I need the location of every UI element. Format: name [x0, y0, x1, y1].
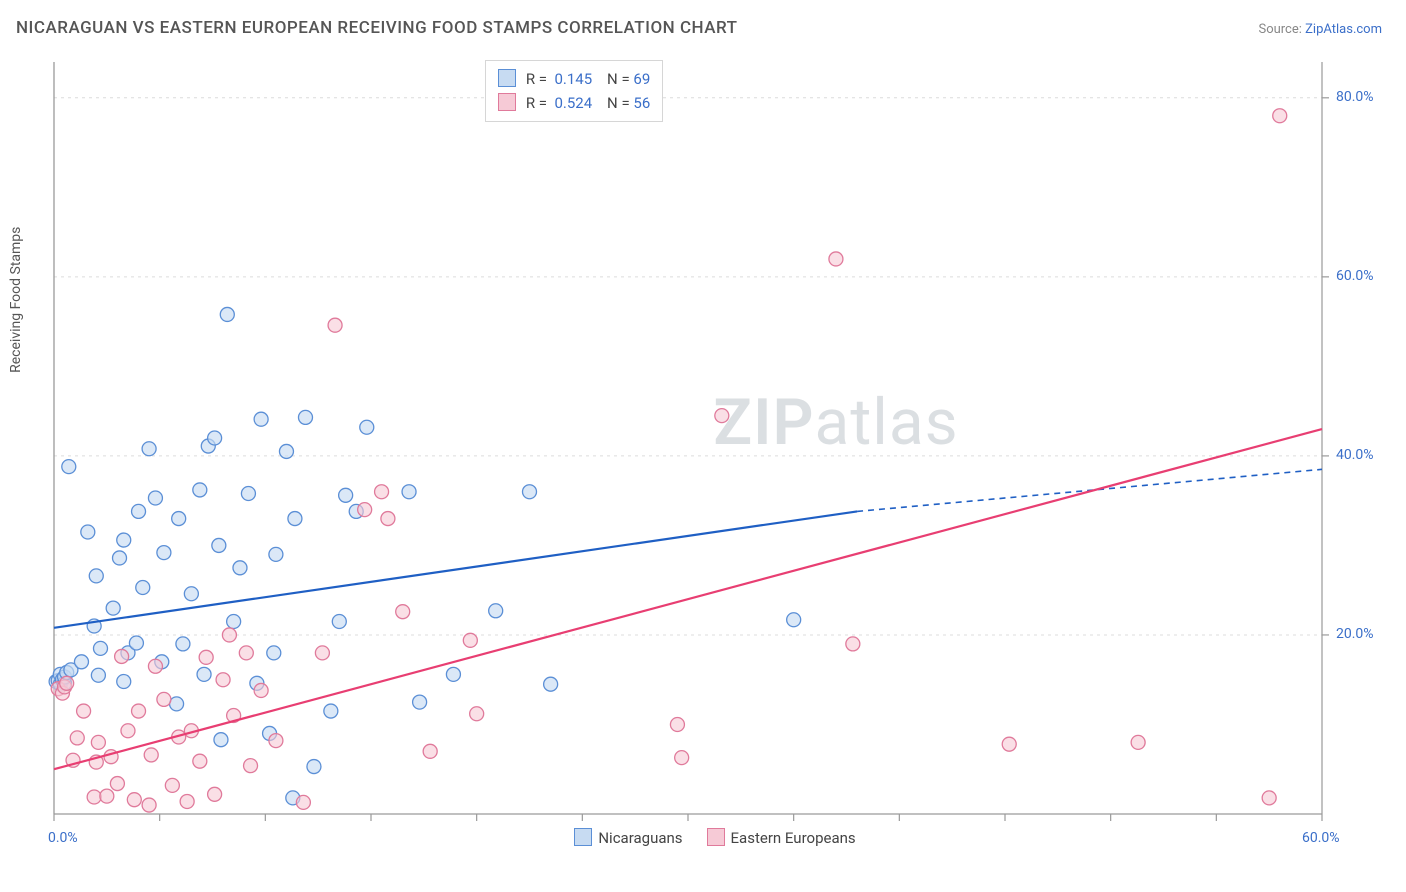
- stats-legend-row: R = 0.524 N = 56: [498, 91, 650, 115]
- stats-legend-row: R = 0.145 N = 69: [498, 67, 650, 91]
- series-legend: Nicaraguans Eastern Europeans: [0, 828, 1406, 847]
- legend-item-label: Eastern Europeans: [731, 829, 856, 847]
- y-tick-label: 60.0%: [1336, 268, 1374, 284]
- y-tick-label: 40.0%: [1336, 447, 1374, 463]
- x-tick-label: 60.0%: [1302, 830, 1340, 846]
- stats-legend: R = 0.145 N = 69 R = 0.524 N = 56: [485, 60, 663, 122]
- y-tick-label: 20.0%: [1336, 626, 1374, 642]
- chart-container: NICARAGUAN VS EASTERN EUROPEAN RECEIVING…: [0, 0, 1406, 892]
- y-tick-label: 80.0%: [1336, 89, 1374, 105]
- x-tick-label: 0.0%: [48, 830, 78, 846]
- scatter-plot: [0, 0, 1406, 892]
- legend-item-label: Nicaraguans: [598, 829, 682, 847]
